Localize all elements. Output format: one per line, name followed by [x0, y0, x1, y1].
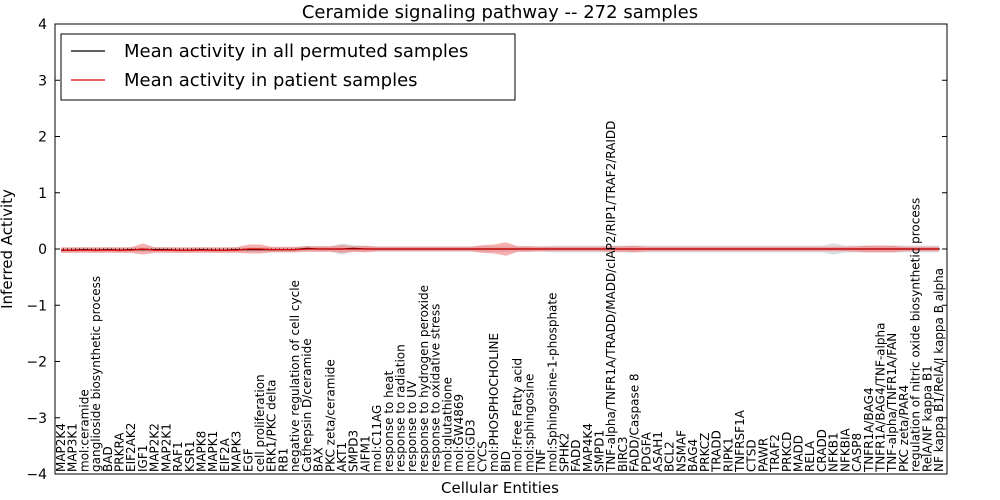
y-tick-label: 0 [38, 242, 47, 258]
entity-label: SMPD1 [593, 430, 607, 472]
entity-label: BAD [101, 446, 115, 472]
entity-label: mol:C11AG [370, 405, 384, 472]
entity-label: TNFRSF1A [733, 409, 747, 473]
entity-label: mol:GD3 [464, 419, 478, 472]
entity-label: response to hydrogen peroxide [417, 285, 431, 472]
entity-label: response to UV [405, 380, 419, 472]
y-tick-label: 2 [38, 130, 47, 146]
entity-label: EIF2A [218, 437, 232, 472]
entity-label: PKC zeta/ceramide [323, 359, 337, 472]
entity-label: TNF-alpha/TNFR1A/FAN [885, 333, 899, 473]
y-axis-label: Inferred Activity [0, 189, 16, 309]
entity-label: CASP8 [850, 433, 864, 472]
entity-label: SMPD3 [347, 430, 361, 472]
entity-label: MAP4K4 [581, 423, 595, 472]
entity-label: cell proliferation [253, 374, 267, 472]
plot-area: 4 3 2 1 0 −1 −2 −3 −4 MAP2K4MAP3K1mol:ceramidegan… [26, 17, 948, 483]
entity-label: response to radiation [394, 344, 408, 472]
entity-label: ganglioside biosynthetic process [89, 276, 103, 472]
entity-label: TNFR1A/BAG4 [862, 387, 876, 473]
entity-label: mol:glutathione [440, 377, 454, 472]
entity-label: PRKCZ [698, 433, 712, 472]
entity-label: FADD/Caspase 8 [628, 373, 642, 472]
entity-label: MAPK3 [230, 431, 244, 472]
entity-label: ASAH1 [651, 431, 665, 472]
entity-label: response to heat [382, 370, 396, 472]
entity-label: TNF [534, 449, 548, 473]
entity-label: TNF-alpha/TNFR1A/TRADD/MADD/cIAP2/RIP1/T… [604, 121, 618, 473]
entity-label: AKT1 [335, 442, 349, 472]
entity-label: MAP2K2 [148, 423, 162, 472]
entity-label: PRKRA [113, 432, 127, 472]
entity-label: RAF1 [171, 441, 185, 472]
entity-label: PAWR [756, 438, 770, 472]
entity-label: BCL2 [663, 441, 677, 472]
y-tick-label: −3 [26, 411, 47, 427]
entity-label: FADD [569, 440, 583, 473]
entity-label: CRADD [815, 429, 829, 472]
entity-label: AIFM1 [358, 435, 372, 472]
entity-label: regulation of nitric oxide biosynthetic … [909, 198, 923, 472]
chart-title: Ceramide signaling pathway -- 272 sample… [302, 2, 698, 23]
entity-label: NFKB1 [827, 432, 841, 472]
entity-label: ERK1/PKC delta [265, 379, 279, 472]
y-tick-label: −1 [26, 298, 47, 314]
entity-label: NSMAF [675, 430, 689, 472]
entity-label: MAP3K1 [66, 423, 80, 472]
series-line-patient [61, 248, 939, 251]
entity-label: EGF [241, 448, 255, 472]
entity-label: Cathepsin D/ceramide [300, 338, 314, 472]
entity-label: BAG4 [686, 439, 700, 472]
entity-label: RB1 [276, 448, 290, 472]
entity-label: BID [499, 451, 513, 472]
entity-label: PRKCD [780, 432, 794, 472]
entity-label: SPHK2 [557, 433, 571, 472]
entity-label: mol:ceramide [77, 389, 91, 472]
x-axis-label: Cellular Entities [441, 479, 559, 497]
entity-label: mol:GW4869 [452, 394, 466, 472]
entity-label: mol:Free Fatty acid [511, 358, 525, 472]
entity-label: RelA/NF kappa B1 [920, 365, 934, 472]
entity-label: BIRC3 [616, 436, 630, 472]
entity-label: NF kappa B1/RelA/I kappa B alpha [932, 268, 946, 472]
entity-label: CYCS [475, 441, 489, 472]
entity-label: PKC zeta/PAR4 [897, 385, 911, 472]
entity-label: RELA [803, 440, 817, 472]
entity-label: TNFR1A/BAG4/TNF-alpha [874, 323, 888, 473]
entity-label: KSR1 [183, 441, 197, 472]
entity-label: mol:PHOSPHOCHOLINE [487, 333, 501, 472]
y-tick-label: −4 [26, 467, 47, 483]
entity-label: CTSD [745, 439, 759, 472]
entity-label: BAX [312, 447, 326, 472]
entity-label: MAPK1 [206, 431, 220, 472]
entity-label: negative regulation of cell cycle [288, 280, 302, 472]
entity-label: PDGFA [639, 431, 653, 472]
legend-box [60, 33, 516, 101]
entity-label: TRADD [710, 430, 724, 473]
entity-label: response to oxidative stress [429, 304, 443, 472]
entity-label: EIF2AK2 [124, 423, 138, 472]
y-tick-label: −2 [26, 355, 47, 371]
entity-label: MADD [792, 435, 806, 472]
legend: Mean activity in all permuted samples Me… [60, 33, 516, 101]
entity-label: mol:sphingosine [522, 374, 536, 472]
legend-label-permuted: Mean activity in all permuted samples [124, 41, 468, 62]
y-tick-label: 4 [38, 17, 47, 33]
entity-label: NFKBIA [838, 427, 852, 472]
entity-label: TRAF2 [768, 434, 782, 473]
y-tick-label: 1 [38, 186, 47, 202]
entity-label: MAP2K4 [54, 423, 68, 472]
entity-label: IGF1 [136, 445, 150, 472]
y-tick-label: 3 [38, 73, 47, 89]
entity-label: MAPK8 [195, 431, 209, 472]
entity-label: RIPK1 [721, 437, 735, 472]
legend-label-patient: Mean activity in patient samples [124, 70, 418, 91]
entity-label: MAP2K1 [159, 423, 173, 472]
entity-label: mol:Sphingosine-1-phosphate [546, 293, 560, 473]
